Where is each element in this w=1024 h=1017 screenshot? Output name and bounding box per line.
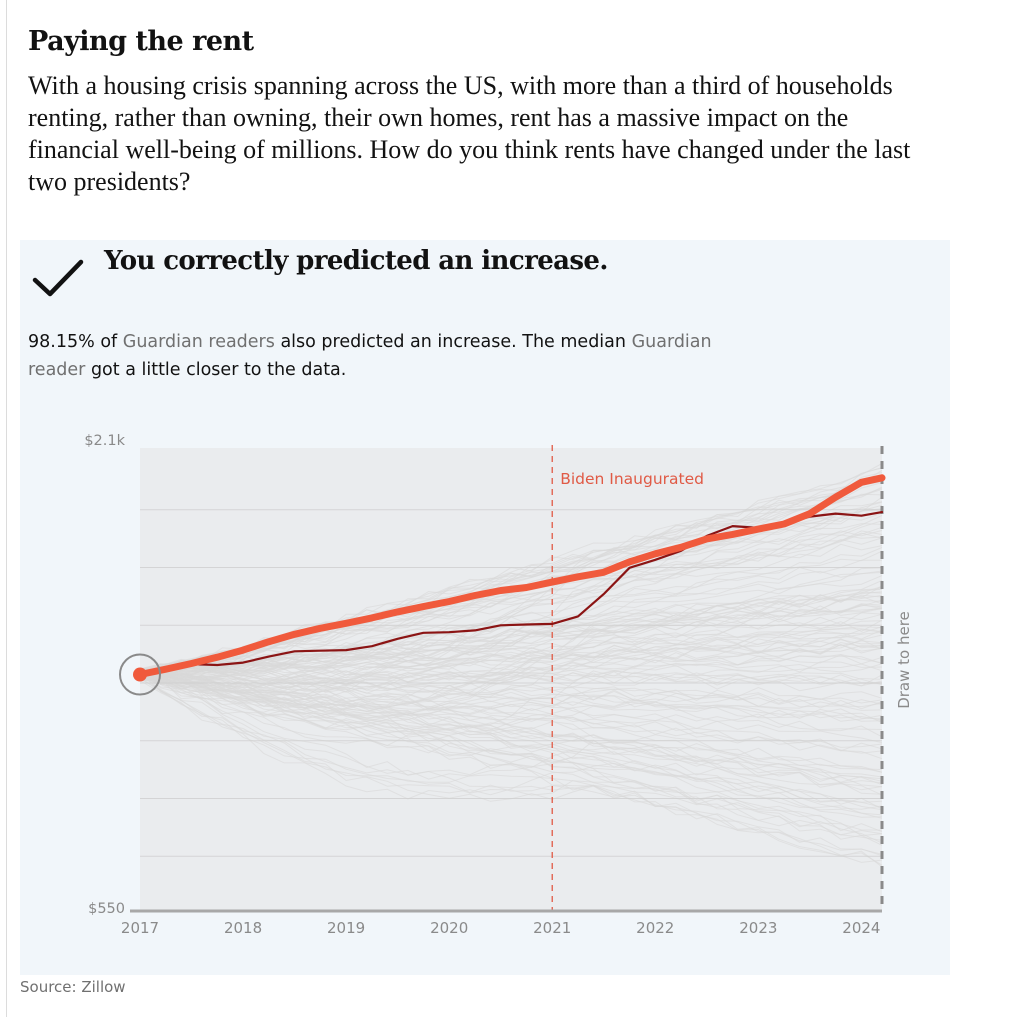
reader-guess-line: [139, 641, 883, 677]
reader-guess-line: [139, 669, 883, 736]
result-verdict: You correctly predicted an increase.: [104, 246, 608, 276]
reader-guesses-layer: [139, 448, 883, 910]
x-tick-label: 2018: [224, 919, 262, 937]
reader-guess-line: [139, 674, 883, 771]
reader-guess-line: [139, 669, 882, 684]
check-icon: [32, 259, 84, 297]
reader-guess-line: [139, 673, 883, 855]
reader-guess-line: [139, 575, 883, 681]
reader-guess-line: [139, 680, 883, 816]
start-handle-dot: [133, 667, 147, 682]
page-title: Paying the rent: [28, 26, 254, 57]
reader-guess-line: [139, 669, 883, 796]
reader-guess-line: [139, 631, 883, 722]
guardian-reader-link[interactable]: Guardian reader: [28, 332, 712, 380]
reader-guess-line: [139, 676, 883, 810]
left-rule: [6, 0, 7, 1017]
result-middle: also predicted an increase. The median: [280, 332, 626, 352]
gridlines: [140, 509, 882, 857]
reader-guess-line: [139, 671, 883, 868]
reader-guess-line: [139, 634, 883, 710]
your-guess-line: [136, 474, 886, 678]
result-of: of: [100, 332, 118, 352]
reader-guess-line: [139, 594, 883, 679]
x-tick-label: 2019: [327, 919, 365, 937]
reader-guess-line: [139, 477, 883, 689]
standfirst: With a housing crisis spanning across th…: [28, 71, 911, 196]
x-tick-label: 2023: [739, 919, 777, 937]
axes: $2.1k $550 2017 2018 2019 2020 2021 2022 2023 202…: [84, 433, 882, 937]
reader-guess-line: [139, 669, 883, 819]
reader-guess-line: [139, 670, 883, 784]
reader-guess-line: [139, 501, 883, 676]
reader-guess-line: [139, 674, 883, 744]
reader-guess-line: [139, 594, 883, 671]
reader-guess-line: [139, 655, 883, 690]
reader-guess-line: [139, 669, 883, 720]
reader-guess-line: [139, 663, 883, 747]
result-end: got a little closer to the data.: [90, 360, 347, 380]
y-tick-label: $550: [88, 901, 125, 917]
draw-to-here-label: Draw to here: [895, 611, 913, 709]
x-tick-label: 2022: [636, 919, 674, 937]
reader-guess-line: [139, 669, 883, 692]
reader-guess-line: [139, 673, 883, 836]
source-note: Source: Zillow: [20, 978, 126, 996]
start-handle-ring: [119, 653, 161, 696]
guardian-readers-link[interactable]: Guardian readers: [122, 332, 275, 352]
reader-guess-line: [139, 671, 883, 780]
reader-guess-line: [139, 678, 883, 841]
reader-guess-line: [139, 654, 883, 686]
x-tick-label: 2024: [842, 919, 880, 937]
reader-guess-line: [139, 469, 883, 677]
biden-inaugurated-label: Biden Inaugurated: [560, 470, 704, 488]
reader-guess-line: [139, 612, 883, 693]
reader-guess-line: [139, 537, 883, 671]
reader-guess-line: [139, 661, 883, 680]
result-percent: 98.15%: [28, 332, 95, 352]
reader-guess-line: [139, 653, 883, 680]
reader-guess-line: [139, 668, 883, 844]
x-tick-label: 2021: [533, 919, 571, 937]
annotations: Biden Inaugurated Draw to here: [551, 445, 913, 910]
reader-guess-line: [139, 676, 883, 863]
y-tick-label: $2.1k: [84, 433, 125, 449]
reader-guess-line: [139, 570, 883, 672]
x-tick-label: 2017: [121, 919, 159, 937]
reader-guess-line: [139, 672, 883, 724]
reader-guess-line: [139, 532, 883, 678]
series-lines: [119, 474, 886, 696]
x-tick-label: 2020: [430, 919, 468, 937]
result-text: 98.15% of Guardian readers also predicte…: [28, 328, 768, 384]
reader-guess-line: [139, 670, 883, 752]
reader-guess-line: [139, 678, 883, 791]
reader-guess-line: [139, 629, 883, 708]
reader-guess-line: [139, 644, 883, 678]
reader-guess-line: [139, 668, 883, 810]
reader-guess-line: [139, 676, 883, 833]
